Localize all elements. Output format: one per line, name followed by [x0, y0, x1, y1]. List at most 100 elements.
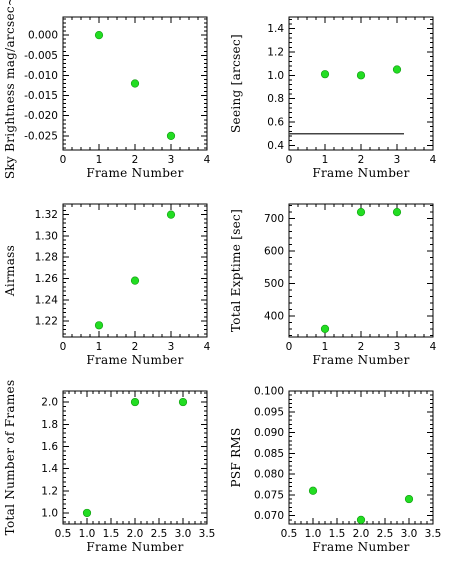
y-tick-label: 400: [264, 310, 284, 322]
x-tick-label: 1: [322, 341, 329, 353]
y-tick-label: 0.4: [267, 140, 284, 152]
x-tick-label: 4: [204, 154, 211, 166]
x-tick-label: 1.0: [305, 528, 322, 540]
y-tick-label: 1.30: [35, 230, 58, 242]
y-tick-label: 1.24: [35, 294, 59, 306]
data-point-1: [82, 508, 92, 518]
x-tick-label: 3: [168, 341, 175, 353]
y-tick-label: 1.2: [41, 485, 58, 497]
x-tick-label: 1.5: [329, 528, 346, 540]
y-tick-label: -0.010: [24, 70, 58, 82]
y-tick-label: 0.070: [254, 510, 284, 522]
y-tick-label: 1.0: [41, 507, 58, 519]
x-tick-label: 3.0: [175, 528, 192, 540]
y-tick-label: 2.0: [41, 397, 58, 409]
x-tick-label: 2.5: [377, 528, 394, 540]
plot-panel-6: 0.5 1.0 1.5 2.0 2.5 3.0 3.5 0.070 0.075 0.080 0.08…: [229, 386, 441, 555]
data-point-3: [392, 208, 402, 217]
y-tick-label: 1.2: [267, 47, 284, 59]
y-tick-label: 1.22: [35, 316, 58, 328]
x-tick-label: 0: [286, 341, 293, 353]
data-point-1: [94, 31, 104, 40]
y-tick-label: 1.6: [41, 441, 58, 453]
x-tick-label: 0: [286, 154, 293, 166]
y-tick-label: 1.4: [267, 23, 284, 35]
x-tick-label: 1: [322, 154, 329, 166]
plot-frame: [62, 203, 208, 338]
y-tick-label: 500: [264, 278, 284, 290]
x-tick-label: 0: [60, 341, 67, 353]
data-point-3: [166, 131, 176, 140]
data-point-1: [320, 70, 330, 79]
data-point-2: [356, 208, 366, 217]
data-point-2: [356, 71, 366, 80]
y-tick-label: 0.080: [254, 469, 284, 481]
x-tick-label: 3: [168, 154, 175, 166]
data-point-1: [308, 486, 318, 495]
x-tick-label: 2.0: [353, 528, 370, 540]
x-tick-label: 0.5: [281, 528, 298, 540]
x-tick-label: 0.5: [55, 528, 72, 540]
x-tick-label: 2.5: [151, 528, 168, 540]
x-tick-label: 2: [132, 341, 139, 353]
x-tick-label: 0: [60, 154, 67, 166]
y-tick-label: 1.0: [267, 70, 284, 82]
x-tick-label: 1.5: [103, 528, 120, 540]
y-tick-label: 0.6: [267, 117, 284, 129]
x-tick-label: 3.5: [425, 528, 442, 540]
y-tick-label: 0.090: [254, 427, 284, 439]
x-tick-label: 2: [358, 341, 365, 353]
y-axis-title: Total Number of Frames: [3, 380, 17, 536]
y-tick-label: 0.8: [267, 93, 284, 105]
y-axis-title: PSF RMS: [229, 427, 243, 487]
y-tick-label: 600: [264, 246, 284, 258]
x-tick-label: 3: [394, 154, 401, 166]
data-point-1: [320, 324, 330, 333]
x-axis-title: Frame Number: [86, 540, 183, 554]
y-tick-label: 700: [264, 213, 284, 225]
y-tick-label: -0.015: [24, 90, 58, 102]
plot-frame: [288, 203, 434, 338]
y-axis-title: Total Exptime [sec]: [229, 209, 243, 332]
data-point-2: [130, 397, 140, 407]
plot-panel-5: 0.5 1.0 1.5 2.0 2.5 3.0 3.51.01.21.41.61.82.0F…: [3, 380, 215, 554]
data-point-2: [130, 276, 140, 285]
x-tick-label: 1: [96, 154, 103, 166]
x-tick-label: 3.5: [199, 528, 216, 540]
data-point-1: [94, 321, 104, 330]
x-tick-label: 3: [394, 341, 401, 353]
y-tick-label: -0.025: [24, 130, 58, 142]
x-axis-title: Frame Number: [312, 166, 409, 180]
plot-frame: [62, 390, 208, 525]
y-tick-label: 1.4: [41, 463, 58, 475]
x-axis-title: Frame Number: [86, 166, 183, 180]
x-tick-label: 2.0: [127, 528, 144, 540]
x-tick-label: 2: [132, 154, 139, 166]
y-tick-label: 0.075: [254, 489, 284, 501]
y-tick-label: 1.28: [35, 252, 58, 264]
y-tick-label: 1.8: [41, 419, 58, 431]
plot-panel-2: 0 1 2 3 4 0.4 0.6 0.8 1.0 1.2 1.4 Frame Number Seein…: [229, 16, 437, 180]
plot-frame: [288, 16, 434, 151]
plot-frame: [288, 390, 434, 525]
y-tick-label: 0.000: [28, 30, 58, 42]
data-point-3: [404, 494, 414, 504]
data-point-2: [356, 515, 366, 524]
x-tick-label: 3.0: [401, 528, 418, 540]
y-tick-label: -0.020: [24, 110, 58, 122]
y-tick-label: 1.26: [35, 273, 59, 285]
y-axis-title: Airmass: [3, 245, 17, 297]
x-axis-title: Frame Number: [86, 353, 183, 367]
plot-panel-3: 0 1 2 3 4 1.22 1.24 1.26 1.28 1.30 1.32 Frame Numbe…: [3, 203, 211, 367]
plot-panel-4: 0 1 2 3 4 400 500 600 700 Frame Number Total Expti…: [229, 203, 437, 367]
plot-panel-1: 0 1 2 3 4 0.000 -0.005 -0.010 -0.015 -0.020 -0.025…: [3, 0, 211, 180]
data-point-3: [392, 65, 402, 74]
x-tick-label: 1: [96, 341, 103, 353]
x-tick-label: 2: [358, 154, 365, 166]
y-tick-label: 0.095: [254, 406, 284, 418]
y-tick-label: 0.085: [254, 448, 284, 460]
y-tick-label: 0.100: [254, 386, 284, 398]
x-tick-label: 4: [430, 341, 437, 353]
y-tick-label: 1.32: [35, 209, 58, 221]
